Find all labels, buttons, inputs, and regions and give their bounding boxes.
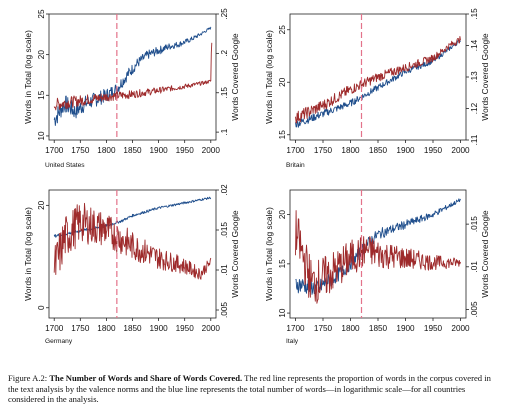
y-left-axis-label: Words in Total (log scale) [264, 207, 274, 301]
x-tick-label: 1900 [396, 324, 415, 333]
x-tick-label: 1850 [123, 146, 142, 155]
panel-britain: 1700 1750 1800 1850 1900 1950 2000 15 20 25 .11 .12… [264, 8, 490, 169]
y-right-tick-label: .1 [220, 128, 229, 135]
x-tick-label: 1750 [314, 324, 333, 333]
y-right-tick-label: .11 [470, 134, 479, 145]
x-tick-label: 1700 [286, 146, 305, 155]
plot-frame [48, 13, 217, 141]
figure-panels: 1700 1750 1800 1850 1900 1950 2000 10 15 20 25 .1 .1… [23, 8, 490, 345]
x-tick-label: 1800 [341, 146, 360, 155]
x-tick-label: 1900 [396, 146, 415, 155]
x-tick-label: 1700 [45, 146, 64, 155]
y-left-tick-label: 20 [278, 210, 287, 220]
x-tick-label: 1950 [176, 324, 195, 333]
y-right-tick-label: .01 [470, 261, 479, 273]
y-right-tick-label: .02 [220, 184, 229, 196]
x-tick-label: 1750 [71, 324, 90, 333]
y-right-tick-label: .005 [220, 302, 229, 318]
blue-series-line [53, 26, 212, 126]
x-tick-label: 1800 [97, 324, 116, 333]
y-right-tick-label: .25 [220, 8, 229, 20]
x-tick-label: 2000 [202, 324, 221, 333]
x-tick-label: 1800 [97, 146, 116, 155]
x-tick-label: 1950 [176, 146, 195, 155]
x-tick-label: 1950 [424, 324, 443, 333]
x-tick-label: 1900 [149, 324, 168, 333]
x-tick-label: 2000 [451, 146, 470, 155]
red-series-line [295, 35, 461, 124]
x-tick-label: 1750 [314, 146, 333, 155]
y-left-tick-label: 20 [278, 77, 287, 87]
panel-germany: 1700 1750 1800 1850 1900 1950 2000 0 20 .005 .01 .0… [23, 184, 240, 345]
x-tick-label: 2000 [451, 324, 470, 333]
y-right-tick-label: .2 [220, 50, 229, 57]
y-right-tick-label: .15 [470, 8, 479, 20]
y-left-tick-label: 15 [37, 90, 46, 100]
y-left-tick-label: 10 [37, 131, 46, 141]
y-left-tick-label: 25 [278, 25, 287, 35]
y-left-tick-label: 15 [278, 259, 287, 269]
caption-label: Figure A.2: [8, 373, 48, 383]
y-right-axis-label: Words Covered Google [480, 33, 490, 121]
panel-title: United States [45, 162, 85, 169]
caption-title: The Number of Words and Share of Words C… [49, 373, 243, 383]
y-left-tick-label: 20 [37, 50, 46, 60]
y-left-tick-label: 25 [37, 9, 46, 19]
blue-series-line [295, 198, 461, 295]
y-left-tick-label: 10 [278, 308, 287, 318]
blue-series-line [53, 196, 212, 238]
y-right-tick-label: .01 [220, 264, 229, 276]
red-series-line [53, 42, 213, 111]
x-tick-label: 1850 [369, 146, 388, 155]
x-tick-label: 1700 [286, 324, 305, 333]
x-tick-label: 1750 [71, 146, 90, 155]
x-tick-label: 1700 [45, 324, 64, 333]
y-right-tick-label: .15 [220, 87, 229, 99]
red-series-line [295, 210, 461, 304]
x-tick-label: 1850 [123, 324, 142, 333]
x-tick-label: 1950 [424, 146, 443, 155]
y-left-tick-label: 20 [37, 200, 46, 210]
y-right-axis-label: Words Covered Google [230, 33, 240, 121]
blue-series-line [295, 39, 461, 128]
y-right-tick-label: .015 [220, 222, 229, 238]
y-right-tick-label: .015 [470, 216, 479, 232]
x-tick-label: 1900 [149, 146, 168, 155]
y-right-tick-label: .14 [470, 39, 479, 51]
panel-title: Germany [45, 338, 73, 345]
x-tick-label: 2000 [202, 146, 221, 155]
y-left-axis-label: Words in Total (log scale) [23, 207, 33, 301]
y-right-axis-label: Words Covered Google [480, 210, 490, 298]
y-right-tick-label: .005 [470, 301, 479, 317]
caption-body: The red line represents the proportion o… [8, 373, 491, 405]
panel-title: Italy [286, 338, 299, 345]
y-left-axis-label: Words in Total (log scale) [264, 30, 274, 124]
figure-caption: Figure A.2: The Number of Words and Shar… [8, 373, 498, 405]
y-left-tick-label: 15 [278, 130, 287, 140]
panel-italy: 1700 1750 1800 1850 1900 1950 2000 10 15 20 .005 .0… [264, 189, 490, 345]
x-tick-label: 1800 [341, 324, 360, 333]
y-left-tick-label: 0 [37, 305, 46, 310]
panel-united-states: 1700 1750 1800 1850 1900 1950 2000 10 15 20 25 .1 .1… [23, 8, 240, 169]
panel-title: Britain [286, 162, 305, 169]
y-right-tick-label: .13 [470, 71, 479, 83]
y-right-tick-label: .12 [470, 102, 479, 114]
x-tick-label: 1850 [369, 324, 388, 333]
y-right-axis-label: Words Covered Google [230, 210, 240, 298]
y-left-axis-label: Words in Total (log scale) [23, 30, 33, 124]
red-series-line [53, 202, 212, 280]
